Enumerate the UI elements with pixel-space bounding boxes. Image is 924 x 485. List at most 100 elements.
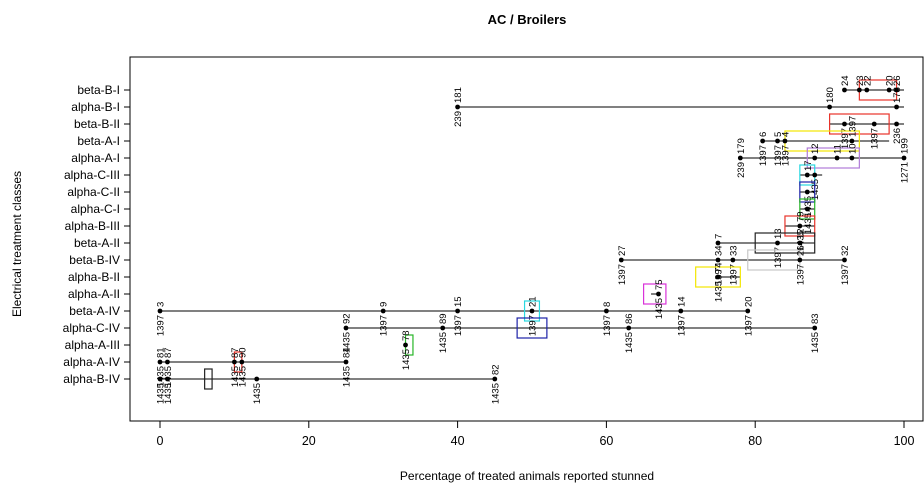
y-tick-label: alpha-C-III bbox=[64, 168, 120, 182]
x-tick-label: 60 bbox=[599, 434, 613, 448]
data-point bbox=[782, 138, 788, 144]
confidence-box bbox=[799, 181, 816, 203]
point-label-below: 1397 bbox=[714, 264, 725, 285]
point-label-above: 34 bbox=[714, 245, 725, 256]
y-tick-label: beta-A-I bbox=[77, 134, 120, 148]
data-point bbox=[715, 274, 721, 280]
point-label-above: 84 bbox=[342, 347, 353, 358]
point-label-above: 9 bbox=[379, 302, 390, 307]
data-point bbox=[797, 223, 803, 229]
series-row-alpha-C-I: 1435 bbox=[799, 198, 816, 234]
point-label-below: 236 bbox=[892, 128, 903, 144]
data-point bbox=[775, 240, 780, 246]
x-axis-label: Percentage of treated animals reported s… bbox=[400, 469, 654, 483]
point-label-below: 1397 bbox=[795, 264, 806, 285]
y-tick-label: alpha-B-I bbox=[71, 100, 120, 114]
point-label-below: 1435 bbox=[803, 213, 814, 234]
data-point bbox=[403, 342, 408, 348]
point-label-above: 12 bbox=[795, 228, 806, 239]
x-tick-label: 20 bbox=[302, 434, 316, 448]
point-label-above: 20 bbox=[743, 296, 754, 307]
y-tick-label: beta-B-II bbox=[74, 117, 120, 131]
series-row-alpha-B-I: 181 239 180 178 bbox=[453, 87, 904, 127]
point-label-above: 75 bbox=[654, 279, 665, 290]
y-tick-label: alpha-A-III bbox=[65, 338, 120, 352]
point-label-below: 239 bbox=[453, 111, 464, 127]
data-point bbox=[894, 121, 899, 127]
point-label-above: 24 bbox=[840, 75, 851, 86]
data-point bbox=[157, 376, 163, 382]
point-label-below: 1397 bbox=[758, 145, 769, 166]
data-point bbox=[604, 308, 609, 314]
data-point bbox=[842, 121, 847, 127]
x-tick-label: 40 bbox=[451, 434, 465, 448]
series-row-alpha-C-II: 1435 bbox=[799, 181, 816, 217]
y-tick-label: alpha-C-IV bbox=[63, 321, 120, 335]
data-point bbox=[165, 376, 170, 382]
point-label-below: 1435 bbox=[810, 179, 821, 200]
point-label-above: 87 bbox=[163, 347, 174, 358]
data-point bbox=[656, 291, 661, 297]
data-point bbox=[856, 87, 862, 93]
data-point bbox=[834, 155, 840, 161]
y-tick-label: alpha-C-II bbox=[67, 185, 120, 199]
data-point bbox=[849, 138, 855, 144]
data-point bbox=[812, 172, 818, 178]
data-point bbox=[797, 240, 803, 246]
series-row-beta-A-II: 7 13 1397 12 bbox=[714, 228, 816, 268]
y-tick-label: alpha-B-II bbox=[68, 270, 120, 284]
data-point bbox=[715, 257, 721, 263]
point-label-below: 1397 bbox=[602, 315, 613, 336]
point-label-above: 87 bbox=[230, 347, 241, 358]
point-label-below: 1435 bbox=[438, 332, 449, 353]
x-tick-label: 80 bbox=[748, 434, 762, 448]
point-label-above: 6 bbox=[758, 132, 769, 137]
data-point bbox=[827, 104, 832, 110]
point-label-below: 1397 bbox=[617, 264, 628, 285]
point-label-below: 1435 bbox=[803, 196, 814, 217]
point-label-below: 1397 bbox=[840, 264, 851, 285]
point-label-below: 1397 bbox=[728, 264, 739, 285]
data-point bbox=[440, 325, 446, 331]
point-label-above: 179 bbox=[736, 138, 747, 154]
point-label-above: 79 bbox=[795, 211, 806, 222]
point-label-above: 78 bbox=[401, 330, 412, 341]
point-label-above: 32 bbox=[840, 245, 851, 256]
chart-title: AC / Broilers bbox=[488, 12, 567, 27]
point-label-above: 33 bbox=[728, 245, 739, 256]
point-label-below: 1435 bbox=[163, 383, 174, 404]
point-label-below: 1397 bbox=[840, 128, 851, 149]
data-point bbox=[804, 206, 810, 212]
point-label-above: 12 bbox=[810, 143, 821, 154]
data-point bbox=[626, 325, 632, 331]
data-point bbox=[232, 359, 237, 365]
point-label-below: 1271 bbox=[900, 162, 911, 183]
point-label-below: 1397 bbox=[528, 315, 539, 336]
series-row-beta-A-IV: 3 1397 9 1397 15 1397 21 1397 8 1397 14 1397 20 1397 bbox=[156, 296, 755, 336]
data-point bbox=[678, 308, 684, 314]
y-tick-label: alpha-A-I bbox=[71, 151, 120, 165]
confidence-box bbox=[695, 266, 741, 288]
point-label-above: 180 bbox=[825, 87, 836, 103]
point-label-above: 178 bbox=[892, 87, 903, 103]
point-label-above: 74 bbox=[714, 262, 725, 273]
point-label-above: 181 bbox=[453, 87, 464, 103]
point-label-above: 22 bbox=[862, 75, 873, 86]
y-tick-label: alpha-B-III bbox=[65, 219, 120, 233]
point-label-below: 1397 bbox=[773, 247, 784, 268]
point-label-above: 199 bbox=[900, 138, 911, 154]
point-label-above: 90 bbox=[237, 347, 248, 358]
point-label-above: 3 bbox=[156, 302, 167, 307]
point-label-above: 11 bbox=[833, 144, 844, 154]
data-point bbox=[894, 104, 899, 110]
series-row-alpha-A-IV: 81 1435 87 1435 87 1435 90 1435 84 1435 bbox=[156, 347, 353, 387]
data-point bbox=[812, 155, 818, 161]
y-tick-label: alpha-B-IV bbox=[63, 372, 120, 386]
y-tick-label: beta-B-IV bbox=[69, 253, 120, 267]
point-label-below: 1435 bbox=[342, 366, 353, 387]
point-label-below: 1397 bbox=[780, 145, 791, 166]
data-point bbox=[737, 155, 743, 161]
